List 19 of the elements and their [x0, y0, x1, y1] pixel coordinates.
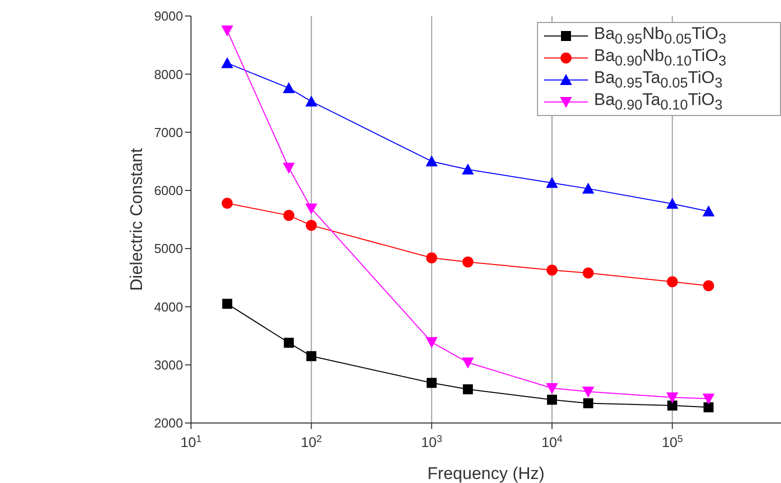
legend-label: Ba$_{0.90}$Nb$_{0.10}$TiO$_{3}$: [594, 46, 726, 70]
legend-label: Ba$_{0.90}$Ta$_{0.10}$TiO$_{3}$: [594, 90, 723, 114]
x-axis-title: Frequency (Hz): [427, 464, 545, 483]
x-tick-label: 10$^{4}$: [541, 434, 564, 450]
y-tick-label: 4000: [154, 299, 183, 314]
x-tick-label: 10$^{5}$: [662, 434, 684, 450]
legend-label: Ba$_{0.95}$Ta$_{0.05}$TiO$_{3}$: [594, 68, 723, 92]
y-tick-label: 5000: [154, 241, 183, 256]
x-tick-label: 10$^{2}$: [300, 434, 322, 450]
x-tick-label: 10$^{3}$: [421, 434, 443, 450]
y-tick-label: 9000: [154, 8, 183, 24]
y-axis-title: Dielectric Constant: [127, 148, 146, 291]
y-tick-label: 3000: [154, 357, 183, 372]
x-tick-label: 10$^{1}$: [180, 434, 202, 450]
y-tick-label: 2000: [154, 416, 183, 431]
legend-label: Ba$_{0.95}$Nb$_{0.05}$TiO$_{3}$: [594, 24, 726, 48]
y-tick-label: 7000: [154, 124, 183, 140]
y-tick-label: 6000: [154, 183, 183, 198]
y-tick-label: 8000: [154, 66, 183, 82]
